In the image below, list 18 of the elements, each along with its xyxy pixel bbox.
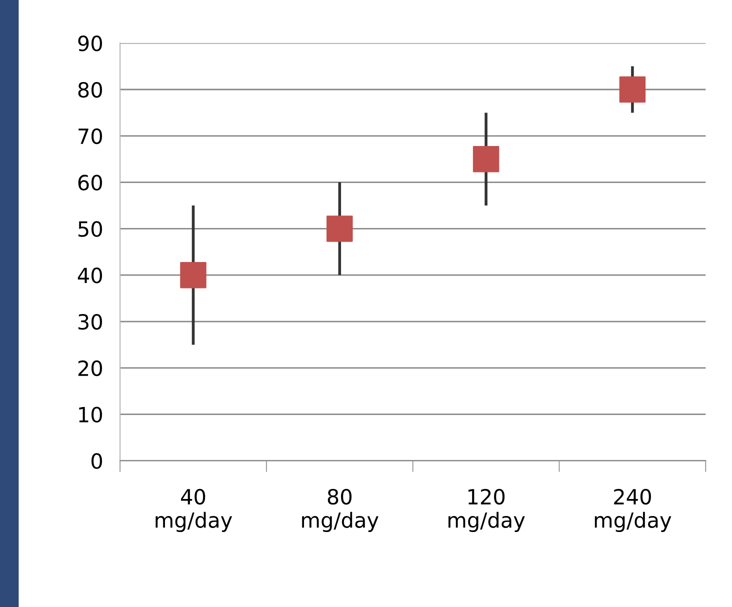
x-tick-label: 240 mg/day xyxy=(594,488,672,532)
point xyxy=(180,262,206,288)
point xyxy=(619,76,646,103)
y-tick-label: 40 xyxy=(78,268,102,284)
x-tick-label: 40 mg/day xyxy=(156,488,232,532)
x-tick-label: 120 mg/day xyxy=(448,488,525,532)
x-tick-label: 80 mg/day xyxy=(302,488,378,532)
y-tick-label: 20 xyxy=(78,360,102,376)
y-tick-label: 60 xyxy=(78,174,102,191)
y-tick-label: 80 xyxy=(78,82,102,98)
y-tick-label: 0 xyxy=(92,453,102,469)
y-tick-label: 90 xyxy=(78,36,102,52)
point xyxy=(326,216,353,242)
y-tick-label: 50 xyxy=(78,221,102,237)
y-tick-label: 70 xyxy=(78,128,102,144)
y-tick-label: 10 xyxy=(79,406,102,423)
y-tick-label: 30 xyxy=(78,314,102,330)
point xyxy=(472,146,500,172)
